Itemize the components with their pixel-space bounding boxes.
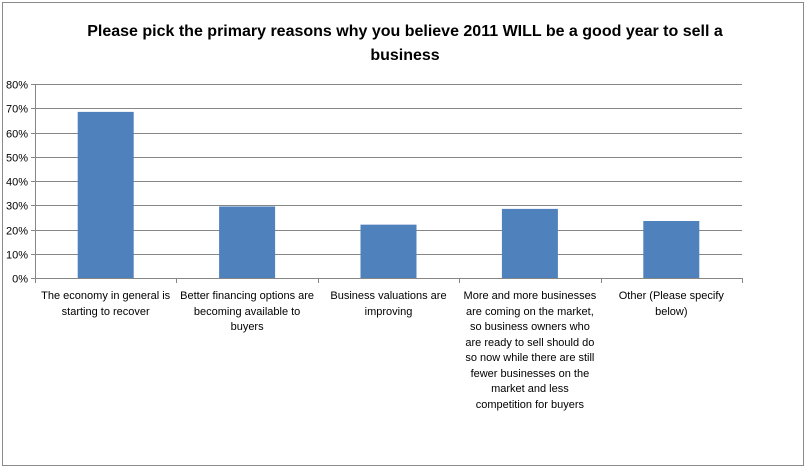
- y-tick-label: 70%: [6, 104, 28, 116]
- x-category-label: Better financing options are becoming av…: [180, 290, 315, 333]
- bar: [360, 224, 417, 278]
- bar: [643, 221, 700, 278]
- bar: [501, 208, 558, 278]
- x-category-label: More and more businesses are coming on t…: [463, 290, 597, 411]
- x-category-label: Other (Please specify below): [618, 290, 724, 318]
- x-category-label: Business valuations are improving: [330, 290, 447, 318]
- y-tick-label: 10%: [6, 250, 28, 262]
- y-tick-label: 80%: [6, 80, 28, 92]
- y-tick-label: 40%: [6, 177, 28, 189]
- y-tick-label: 50%: [6, 153, 28, 165]
- chart-title: Please pick the primary reasons why you …: [87, 23, 723, 64]
- y-tick-label: 60%: [6, 129, 28, 141]
- bar: [77, 111, 134, 278]
- bar: [219, 206, 276, 278]
- x-category-label: The economy in general is starting to re…: [41, 290, 171, 318]
- y-tick-label: 30%: [6, 201, 28, 213]
- y-tick-label: 20%: [6, 226, 28, 238]
- y-tick-label: 0%: [12, 274, 28, 286]
